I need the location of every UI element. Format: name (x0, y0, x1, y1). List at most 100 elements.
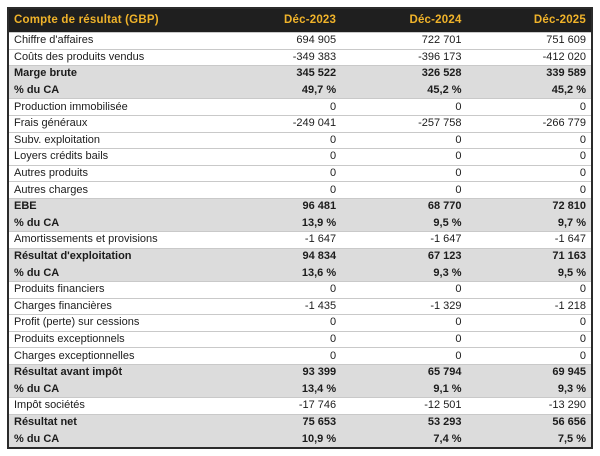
row-value: 0 (215, 148, 342, 166)
row-value: 722 701 (341, 32, 467, 50)
row-value: 0 (341, 164, 467, 182)
row-value: 0 (466, 280, 592, 298)
row-label: % du CA (8, 380, 216, 398)
table-row: Résultat net 75 653 53 293 56 656 (8, 413, 592, 431)
row-value: 345 522 (215, 65, 342, 83)
row-value: 71 163 (466, 247, 592, 265)
table-row: % du CA 49,7 % 45,2 % 45,2 % (8, 81, 592, 99)
row-value: 694 905 (215, 32, 342, 50)
row-value: 13,9 % (215, 214, 342, 232)
table-row: Chiffre d'affaires 694 905 722 701 751 609 (8, 32, 592, 50)
row-value: 0 (341, 330, 467, 348)
row-label: Autres produits (8, 164, 216, 182)
row-value: -1 647 (466, 231, 592, 249)
table-body: Chiffre d'affaires 694 905 722 701 751 609 C… (8, 32, 592, 448)
row-value: -249 041 (215, 114, 342, 133)
row-value: 93 399 (215, 363, 342, 381)
row-label: EBE (8, 197, 216, 216)
row-value: 0 (466, 148, 592, 166)
row-value: 53 293 (341, 413, 467, 431)
row-value: 10,9 % (215, 430, 342, 448)
row-value: -349 383 (215, 48, 342, 66)
table-row: Impôt sociétés -17 746 -12 501 -13 290 (8, 397, 592, 415)
table-row: Autres charges 0 0 0 (8, 181, 592, 199)
table-row: Produits exceptionnels 0 0 0 (8, 330, 592, 348)
row-value: 9,5 % (466, 264, 592, 282)
row-value: 0 (215, 280, 342, 298)
table-row: EBE 96 481 68 770 72 810 (8, 197, 592, 216)
row-value: 0 (215, 164, 342, 182)
table-row: Loyers crédits bails 0 0 0 (8, 148, 592, 166)
row-value: -12 501 (341, 397, 467, 415)
row-value: 9,3 % (341, 264, 467, 282)
row-label: Coûts des produits vendus (8, 48, 216, 66)
row-label: % du CA (8, 430, 216, 448)
row-label: Profit (perte) sur cessions (8, 314, 216, 332)
row-label: Charges financières (8, 297, 216, 315)
table-row: Subv. exploitation 0 0 0 (8, 131, 592, 149)
table-row: Produits financiers 0 0 0 (8, 280, 592, 298)
table-row: Frais généraux -249 041 -257 758 -266 779 (8, 114, 592, 133)
row-value: 326 528 (341, 65, 467, 83)
row-value: 9,5 % (341, 214, 467, 232)
row-value: -412 020 (466, 48, 592, 66)
table-row: % du CA 13,4 % 9,1 % 9,3 % (8, 380, 592, 398)
row-value: 339 589 (466, 65, 592, 83)
row-value: 0 (341, 148, 467, 166)
row-value: 0 (466, 98, 592, 116)
row-label: Résultat avant impôt (8, 363, 216, 381)
column-header-dec-2023: Déc-2023 (215, 8, 342, 33)
table-row: % du CA 13,9 % 9,5 % 9,7 % (8, 214, 592, 232)
row-value: 7,5 % (466, 430, 592, 448)
row-label: Subv. exploitation (8, 131, 216, 149)
table-row: Profit (perte) sur cessions 0 0 0 (8, 314, 592, 332)
row-value: 96 481 (215, 197, 342, 216)
row-value: -1 435 (215, 297, 342, 315)
table-row: Production immobilisée 0 0 0 (8, 98, 592, 116)
table-title: Compte de résultat (GBP) (8, 8, 216, 33)
row-value: 0 (466, 164, 592, 182)
row-value: -13 290 (466, 397, 592, 415)
row-value: 49,7 % (215, 81, 342, 99)
row-value: 0 (215, 98, 342, 116)
table-row: Charges financières -1 435 -1 329 -1 218 (8, 297, 592, 315)
table-row: Marge brute 345 522 326 528 339 589 (8, 65, 592, 83)
table-row: % du CA 10,9 % 7,4 % 7,5 % (8, 430, 592, 448)
row-value: -1 647 (215, 231, 342, 249)
row-value: 94 834 (215, 247, 342, 265)
row-label: % du CA (8, 264, 216, 282)
table-row: % du CA 13,6 % 9,3 % 9,5 % (8, 264, 592, 282)
row-value: 75 653 (215, 413, 342, 431)
row-value: -17 746 (215, 397, 342, 415)
row-value: 0 (466, 314, 592, 332)
row-value: -257 758 (341, 114, 467, 133)
column-header-dec-2024: Déc-2024 (341, 8, 467, 33)
row-value: 0 (341, 280, 467, 298)
row-value: 0 (466, 330, 592, 348)
row-value: 0 (341, 314, 467, 332)
row-label: Production immobilisée (8, 98, 216, 116)
table-row: Résultat d'exploitation 94 834 67 123 71 16… (8, 247, 592, 265)
row-value: 0 (341, 181, 467, 199)
row-value: 0 (215, 330, 342, 348)
income-statement-table: Compte de résultat (GBP) Déc-2023 Déc-20… (7, 7, 593, 449)
row-value: 0 (466, 181, 592, 199)
row-value: 0 (215, 131, 342, 149)
row-label: % du CA (8, 81, 216, 99)
row-value: 13,6 % (215, 264, 342, 282)
row-value: 0 (341, 347, 467, 365)
table-row: Résultat avant impôt 93 399 65 794 69 945 (8, 363, 592, 381)
row-value: 45,2 % (466, 81, 592, 99)
table-row: Charges exceptionnelles 0 0 0 (8, 347, 592, 365)
row-value: 0 (215, 347, 342, 365)
row-label: Loyers crédits bails (8, 148, 216, 166)
row-value: -1 329 (341, 297, 467, 315)
row-label: Amortissements et provisions (8, 231, 216, 249)
row-value: 0 (466, 131, 592, 149)
row-value: 0 (215, 181, 342, 199)
row-value: -1 218 (466, 297, 592, 315)
row-value: 56 656 (466, 413, 592, 431)
row-label: Charges exceptionnelles (8, 347, 216, 365)
row-value: 72 810 (466, 197, 592, 216)
